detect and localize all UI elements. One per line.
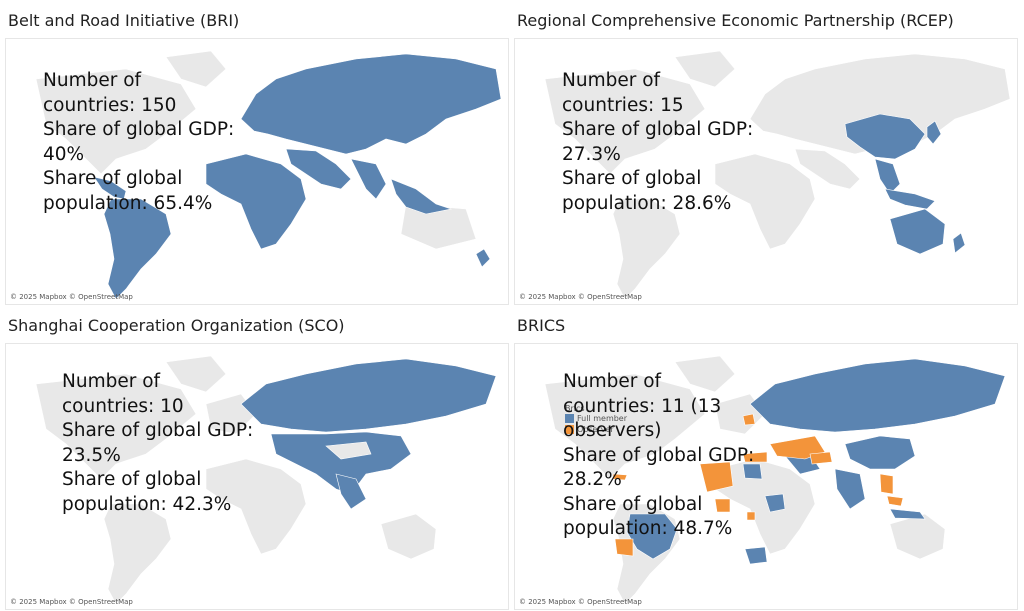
stats-line: Number of xyxy=(43,70,142,91)
stats-line: population: 42.3% xyxy=(62,493,232,515)
stats-line: countries: 15 xyxy=(562,94,684,116)
stats-bri: Number of countries: 150 Share of global… xyxy=(43,69,234,216)
legend-title: Brics xyxy=(565,404,585,413)
stats-line: countries: 11 (13 xyxy=(563,395,722,417)
world-map-sco xyxy=(35,355,497,605)
world-map-bri xyxy=(35,50,502,300)
stats-line: Share of global GDP: xyxy=(563,444,755,466)
stats-line: Share of global xyxy=(563,493,703,515)
panel-title-rcep: Regional Comprehensive Economic Partners… xyxy=(517,11,954,30)
stats-line: Number of xyxy=(62,371,161,392)
map-credit: © 2025 Mapbox © OpenStreetMap xyxy=(10,293,133,301)
map-rcep[interactable]: Number of countries: 15 Share of global … xyxy=(514,38,1018,305)
map-credit: © 2025 Mapbox © OpenStreetMap xyxy=(519,293,642,301)
stats-line: observers) xyxy=(563,420,662,441)
stats-line: Share of global GDP: xyxy=(62,420,254,441)
stats-line: Share of global GDP: xyxy=(562,119,754,140)
legend-item-full-member[interactable]: Full member xyxy=(565,413,627,424)
map-brics[interactable]: Brics Full member Observer Number of cou… xyxy=(514,343,1018,610)
stats-line: Number of xyxy=(562,70,661,91)
legend-label: Full member xyxy=(577,414,628,423)
stats-brics: Number of countries: 11 (13 observers) S… xyxy=(563,370,754,542)
stats-line: countries: 10 xyxy=(62,395,184,417)
stats-sco: Number of countries: 10 Share of global … xyxy=(62,370,253,517)
world-map-rcep xyxy=(544,50,1011,300)
panel-title-sco: Shanghai Cooperation Organization (SCO) xyxy=(8,316,345,335)
legend-label: Observer xyxy=(577,425,614,434)
stats-line: 23.5% xyxy=(62,444,121,466)
stats-line: population: 48.7% xyxy=(563,518,733,539)
map-sco[interactable]: Number of countries: 10 Share of global … xyxy=(5,343,509,610)
stats-line: 28.2% xyxy=(563,469,622,490)
stats-line: population: 28.6% xyxy=(562,192,732,214)
stats-line: Number of xyxy=(563,371,662,392)
stats-line: Share of global xyxy=(62,469,202,490)
legend-item-observer[interactable]: Observer xyxy=(565,424,627,435)
map-credit: © 2025 Mapbox © OpenStreetMap xyxy=(10,598,133,606)
stats-line: 40% xyxy=(43,143,85,165)
stats-line: 27.3% xyxy=(562,143,621,165)
panel-title-brics: BRICS xyxy=(517,316,566,335)
stats-line: Share of global xyxy=(43,168,183,189)
legend-swatch-member xyxy=(565,414,574,423)
map-legend: Brics Full member Observer xyxy=(565,404,627,435)
legend-swatch-observer xyxy=(565,425,574,434)
stats-rcep: Number of countries: 15 Share of global … xyxy=(562,69,753,216)
stats-line: countries: 150 xyxy=(43,94,177,116)
stats-line: Share of global GDP: xyxy=(43,119,235,140)
stats-line: population: 65.4% xyxy=(43,192,213,214)
stats-line: Share of global xyxy=(562,168,702,189)
world-map-brics xyxy=(544,355,1006,605)
panel-title-bri: Belt and Road Initiative (BRI) xyxy=(8,11,240,30)
map-credit: © 2025 Mapbox © OpenStreetMap xyxy=(519,598,642,606)
map-bri[interactable]: Number of countries: 150 Share of global… xyxy=(5,38,509,305)
